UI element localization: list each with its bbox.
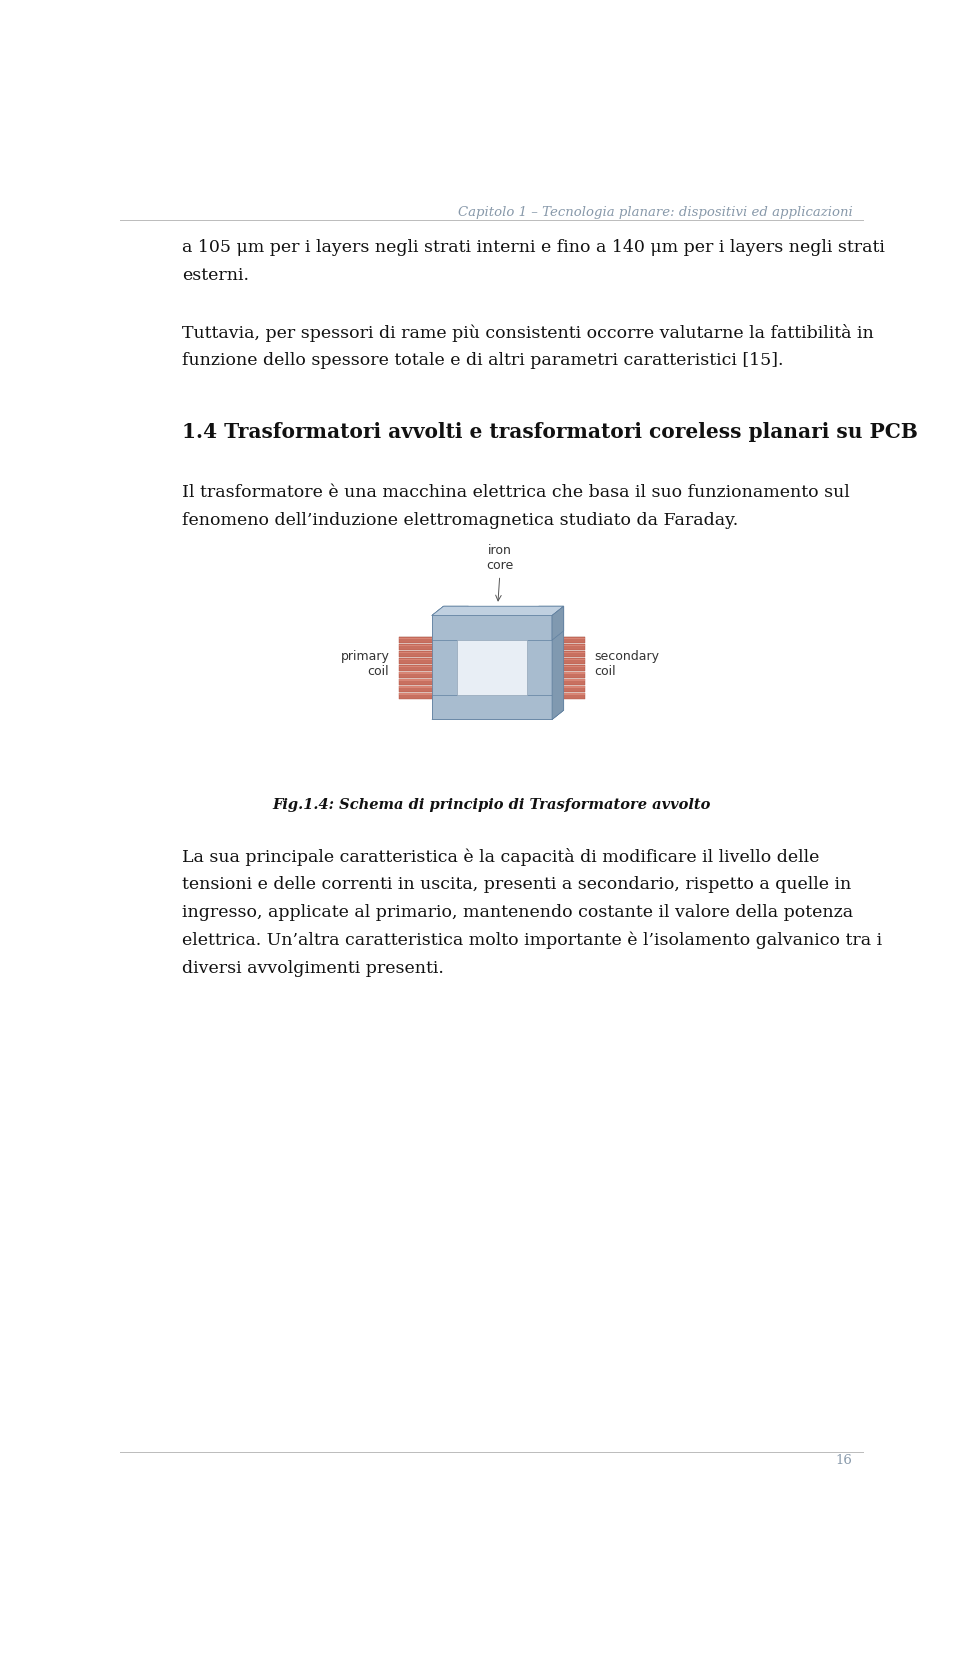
Polygon shape: [432, 606, 564, 615]
Polygon shape: [398, 686, 434, 691]
Text: tensioni e delle correnti in uscita, presenti a secondario, rispetto a quelle in: tensioni e delle correnti in uscita, pre…: [182, 877, 852, 893]
Text: 1.4 Trasformatori avvolti e trasformatori coreless planari su PCB: 1.4 Trasformatori avvolti e trasformator…: [182, 423, 918, 442]
Text: iron
core: iron core: [486, 543, 514, 572]
Text: diversi avvolgimenti presenti.: diversi avvolgimenti presenti.: [182, 959, 444, 978]
Polygon shape: [398, 671, 434, 678]
Text: a 105 μm per i layers negli strati interni e fino a 140 μm per i layers negli st: a 105 μm per i layers negli strati inter…: [182, 239, 885, 255]
Polygon shape: [527, 615, 552, 719]
Polygon shape: [527, 606, 564, 615]
Polygon shape: [398, 645, 434, 650]
Polygon shape: [398, 651, 434, 658]
Polygon shape: [432, 615, 457, 719]
Polygon shape: [527, 615, 552, 719]
Polygon shape: [432, 606, 468, 615]
FancyBboxPatch shape: [457, 640, 527, 694]
FancyBboxPatch shape: [457, 640, 527, 694]
Text: La sua principale caratteristica è la capacità di modificare il livello delle: La sua principale caratteristica è la ca…: [182, 848, 820, 867]
Polygon shape: [552, 606, 564, 640]
Polygon shape: [550, 664, 586, 671]
Polygon shape: [550, 651, 586, 658]
Polygon shape: [432, 615, 552, 640]
Polygon shape: [527, 606, 564, 615]
Polygon shape: [398, 693, 434, 699]
Text: primary
coil: primary coil: [341, 650, 390, 678]
Polygon shape: [432, 615, 457, 719]
Polygon shape: [398, 658, 434, 664]
Text: Tuttavia, per spessori di rame più consistenti occorre valutarne la fattibilità : Tuttavia, per spessori di rame più consi…: [182, 325, 874, 341]
FancyBboxPatch shape: [457, 673, 527, 694]
Polygon shape: [550, 636, 586, 643]
Text: Fig.1.4: Schema di principio di Trasformatore avvolto: Fig.1.4: Schema di principio di Trasform…: [273, 799, 711, 812]
Text: Il trasformatore è una macchina elettrica che basa il suo funzionamento sul: Il trasformatore è una macchina elettric…: [182, 484, 850, 500]
Text: esterni.: esterni.: [182, 267, 249, 283]
Polygon shape: [432, 606, 468, 615]
Polygon shape: [550, 679, 586, 684]
Polygon shape: [432, 606, 564, 615]
Polygon shape: [457, 606, 468, 719]
Text: elettrica. Un’altra caratteristica molto importante è l’isolamento galvanico tra: elettrica. Un’altra caratteristica molto…: [182, 931, 882, 949]
Polygon shape: [550, 658, 586, 664]
Text: 16: 16: [835, 1455, 852, 1468]
Polygon shape: [552, 606, 564, 640]
Text: secondary
coil: secondary coil: [594, 650, 660, 678]
Polygon shape: [432, 711, 564, 719]
Text: fenomeno dell’induzione elettromagnetica studiato da Faraday.: fenomeno dell’induzione elettromagnetica…: [182, 512, 738, 529]
Polygon shape: [550, 686, 586, 691]
Polygon shape: [550, 671, 586, 678]
Polygon shape: [432, 615, 552, 640]
Polygon shape: [432, 694, 552, 719]
Text: ingresso, applicate al primario, mantenendo costante il valore della potenza: ingresso, applicate al primario, mantene…: [182, 905, 853, 921]
Polygon shape: [398, 636, 434, 643]
Text: funzione dello spessore totale e di altri parametri caratteristici [15].: funzione dello spessore totale e di altr…: [182, 351, 783, 370]
Polygon shape: [552, 606, 564, 719]
Polygon shape: [550, 693, 586, 699]
Polygon shape: [398, 664, 434, 671]
Polygon shape: [398, 679, 434, 684]
Polygon shape: [550, 645, 586, 650]
Text: Capitolo 1 – Tecnologia planare: dispositivi ed applicazioni: Capitolo 1 – Tecnologia planare: disposi…: [458, 205, 852, 219]
Polygon shape: [432, 694, 552, 719]
Polygon shape: [552, 606, 564, 719]
